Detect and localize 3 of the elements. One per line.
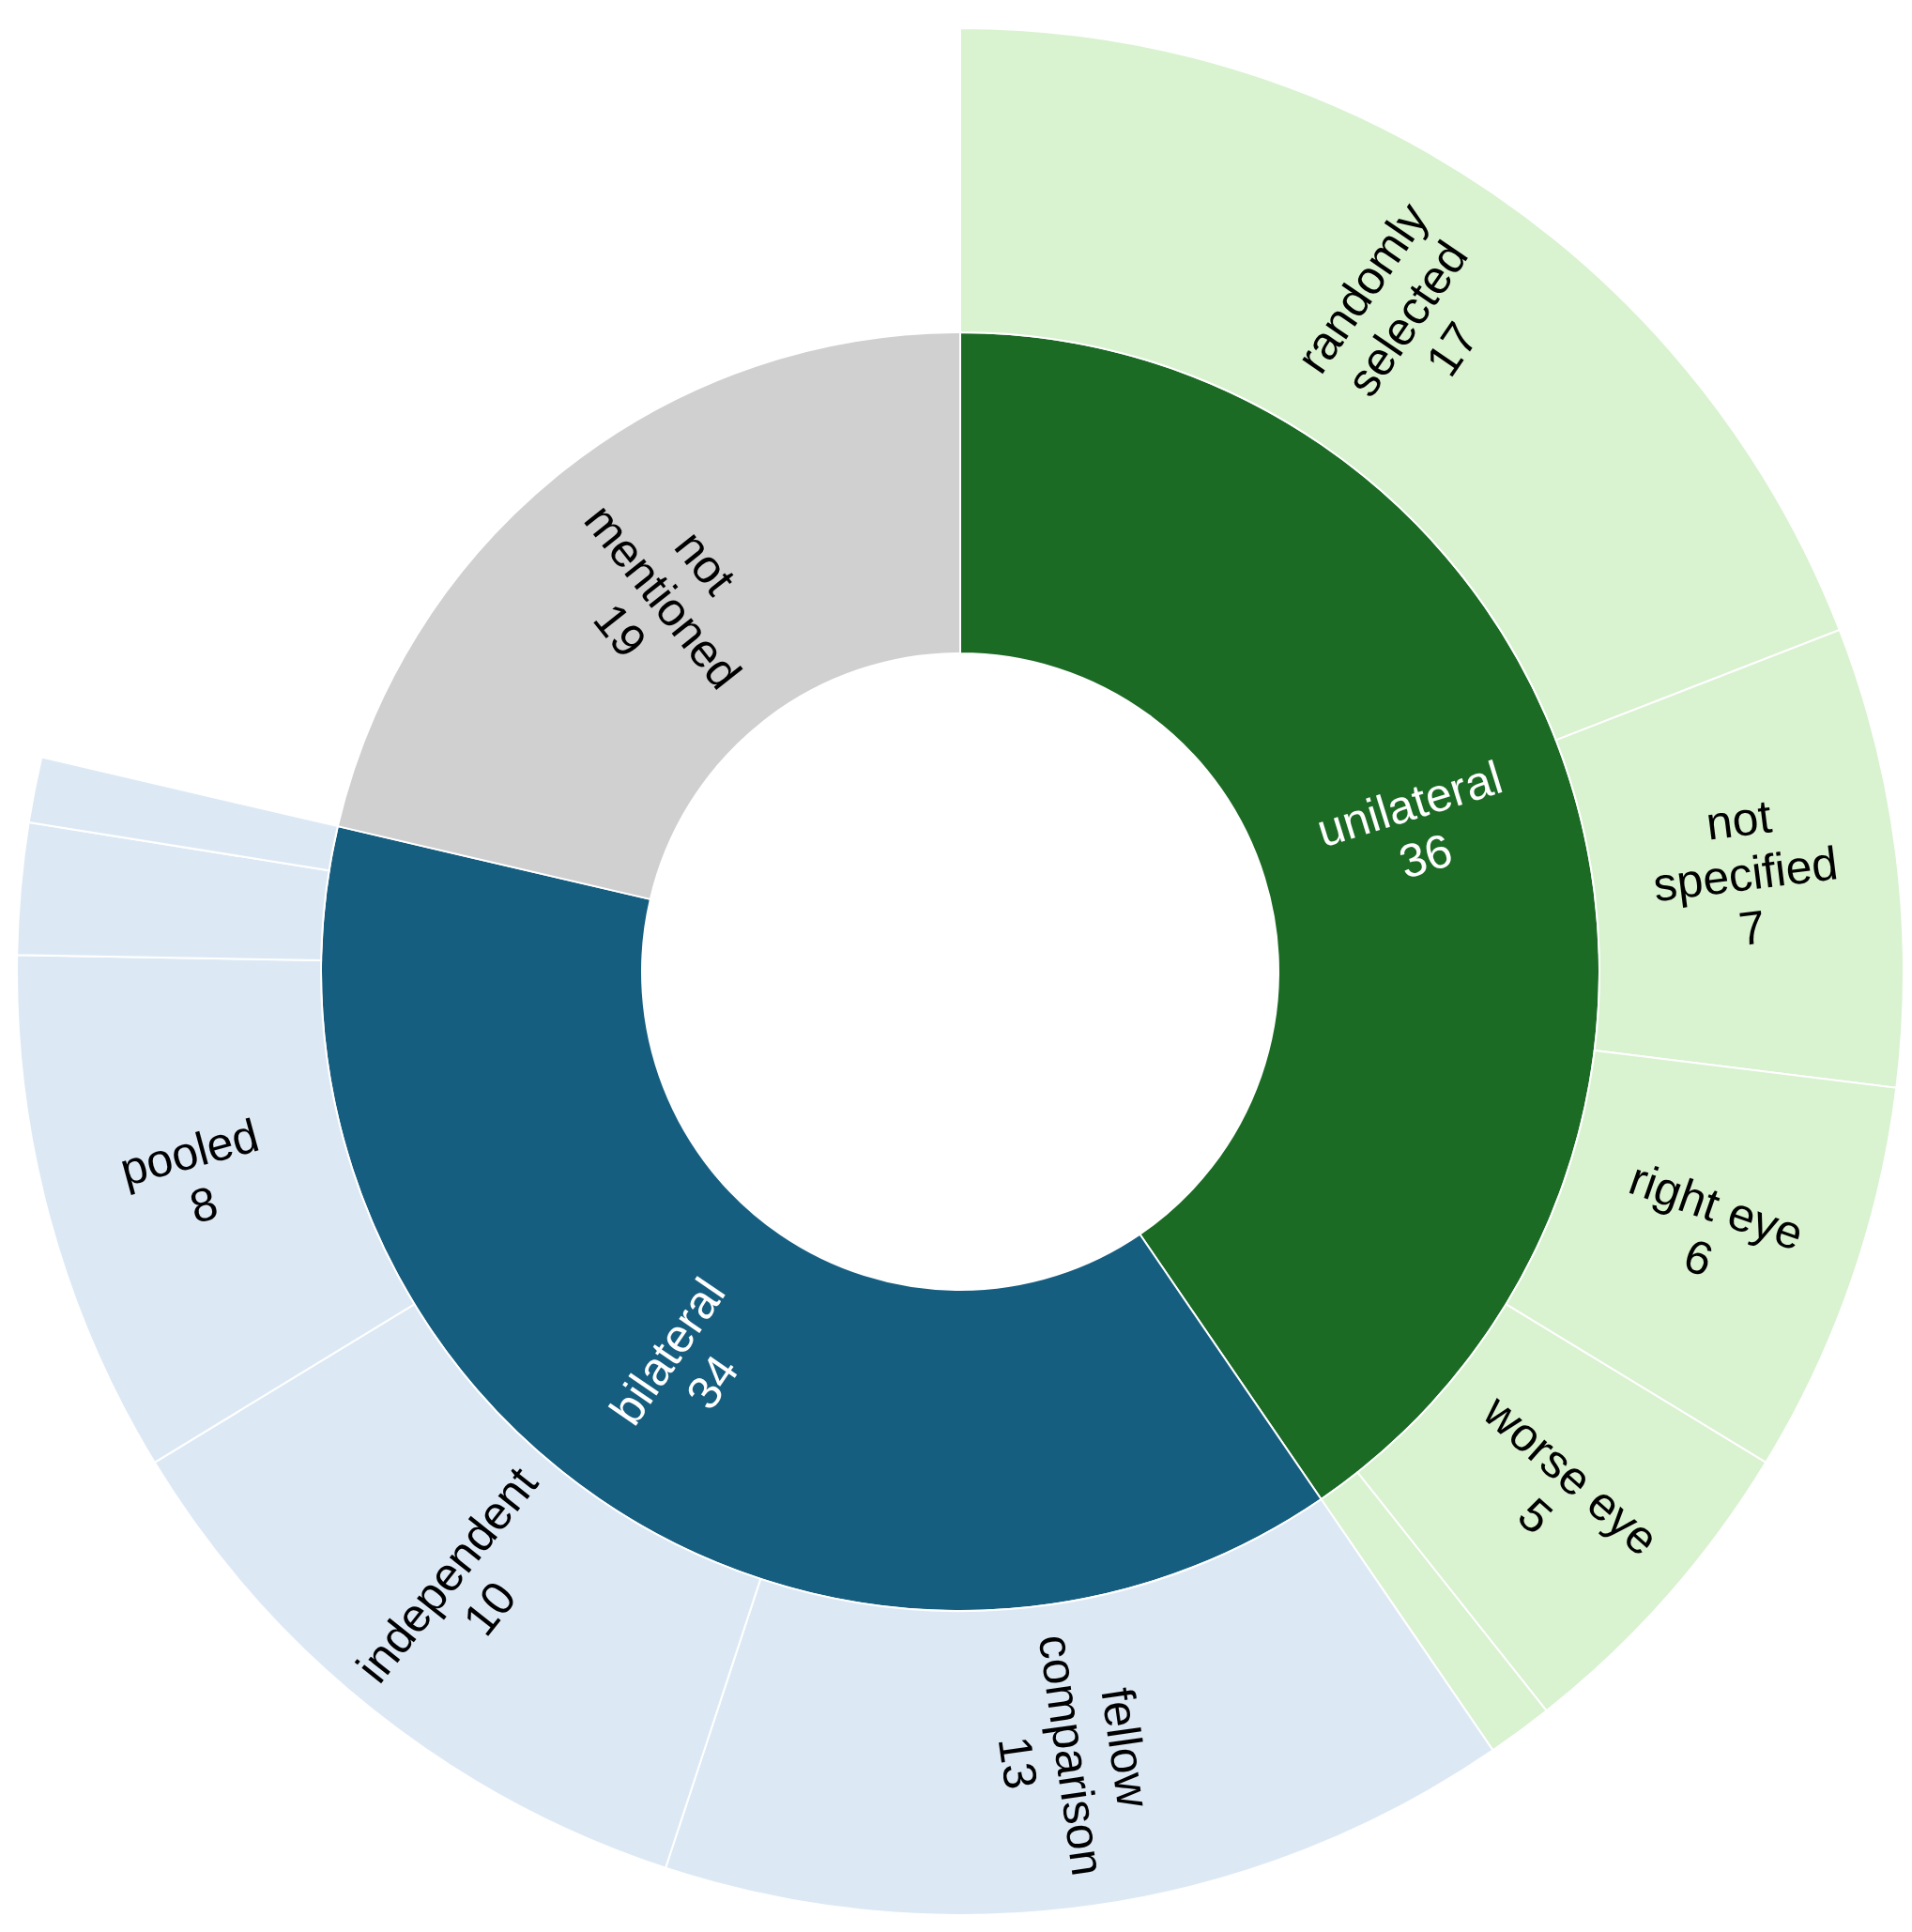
- data-label: 7: [1736, 900, 1768, 957]
- data-label: 13: [987, 1733, 1048, 1793]
- data-label: 6: [1677, 1228, 1720, 1287]
